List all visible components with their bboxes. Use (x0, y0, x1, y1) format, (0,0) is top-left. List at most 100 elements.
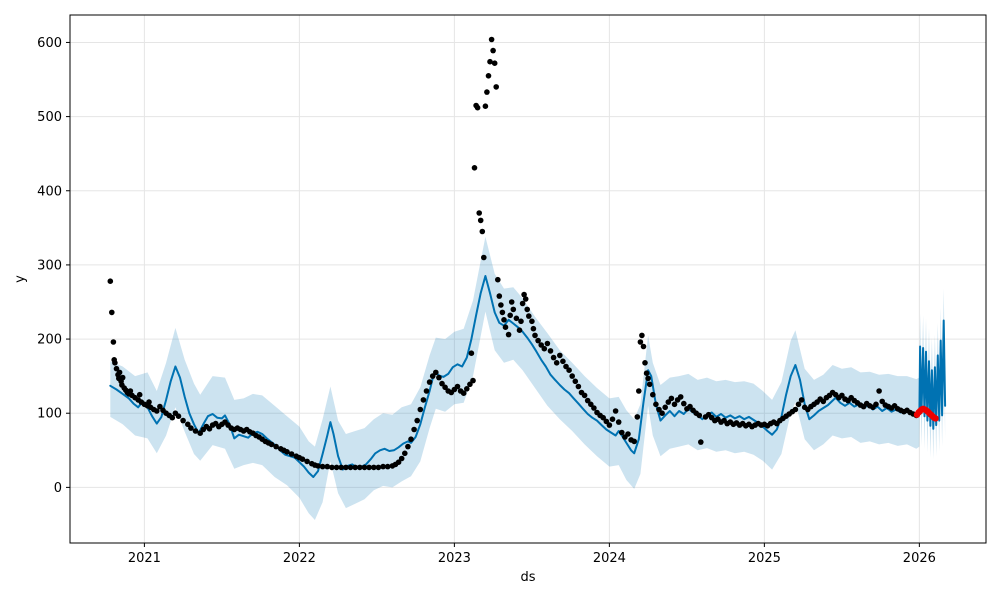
observed-points-dot (521, 291, 527, 298)
x-tick-label: 2025 (748, 551, 781, 566)
gridlines (70, 15, 986, 543)
x-tick-label: 2023 (438, 551, 471, 566)
observed-points-dot (547, 348, 554, 354)
y-tick-label: 400 (37, 184, 62, 199)
observed-points-dot (490, 47, 496, 54)
future-observed-points-dot (932, 415, 939, 422)
observed-points-dot (516, 327, 523, 334)
observed-points-dot (696, 412, 703, 419)
x-tick-label: 2026 (903, 551, 936, 566)
observed-points-dot (499, 309, 506, 316)
y-axis-label: y (13, 275, 28, 283)
observed-points-dot (603, 418, 610, 425)
observed-points-dot (284, 449, 290, 455)
observed-points-dot (518, 318, 524, 325)
observed-points-dot (157, 403, 163, 410)
y-tick-label: 0 (54, 481, 62, 496)
observed-points-dot (526, 313, 532, 319)
observed-points-dot (343, 464, 349, 471)
observed-points-dot (508, 299, 515, 305)
observed-points-dot (113, 365, 120, 372)
observed-points-dot (398, 455, 405, 462)
observed-points-dot (109, 309, 115, 316)
y-tick-label: 600 (37, 36, 62, 51)
observed-points-dot (493, 84, 500, 90)
observed-points-dot (329, 464, 335, 471)
observed-points-dot (498, 302, 504, 308)
observed-points-dot (273, 443, 279, 450)
observed-points-dot (612, 408, 619, 414)
observed-points-dot (357, 464, 363, 471)
observed-points-dot (820, 398, 827, 405)
observed-points-dot (496, 293, 503, 299)
observed-points-dot (671, 401, 678, 408)
observed-points-dot (347, 464, 354, 471)
observed-points-dot (366, 464, 372, 471)
observed-points-dot (563, 363, 569, 370)
observed-points-dot (557, 352, 563, 359)
observed-points-dot (606, 422, 613, 428)
observed-points-dot (460, 390, 467, 397)
observed-points-dot (197, 430, 203, 437)
observed-points-dot (420, 397, 427, 403)
observed-points-dot (495, 276, 501, 283)
observed-points-dot (338, 464, 345, 471)
observed-points-dot (643, 370, 650, 377)
axis-ticks: 2021 2022 2023 2024 2025 2026 0 100 200 300 400 500… (37, 36, 936, 566)
observed-points-dot (619, 429, 625, 436)
observed-points-dot (581, 392, 588, 399)
observed-points-dot (380, 463, 386, 470)
observed-points-dot (474, 104, 481, 111)
observed-points-dot (665, 399, 672, 405)
observed-points-dot (384, 463, 391, 470)
observed-points-dot (588, 401, 594, 408)
observed-points-dot (502, 324, 509, 331)
observed-points-dot (541, 345, 548, 352)
observed-points-dot (304, 458, 310, 465)
observed-points-dot (569, 373, 575, 379)
observed-points-dot (631, 438, 637, 445)
observed-points-dot (470, 377, 476, 384)
observed-points-dot (175, 413, 182, 420)
observed-points-dot (471, 165, 478, 171)
y-tick-label: 500 (37, 110, 62, 125)
observed-points-dot (637, 339, 644, 345)
observed-points-dot (645, 375, 651, 382)
observed-points-dot (467, 381, 473, 388)
observed-points-dot (426, 379, 433, 385)
observed-points-dot (116, 369, 123, 376)
observed-points-dot (154, 408, 160, 414)
observed-points-dot (361, 464, 368, 471)
observed-points-dot (180, 417, 186, 424)
observed-points-dot (792, 406, 799, 413)
observed-points-dot (873, 401, 879, 408)
observed-points-dot (572, 378, 579, 385)
uncertainty-band (110, 236, 946, 520)
observed-points-dot (333, 464, 340, 471)
x-tick-label: 2024 (593, 551, 626, 566)
future-observed-points (913, 405, 939, 422)
observed-points-dot (192, 428, 199, 434)
observed-points-dot (529, 318, 535, 325)
observed-points-dot (485, 73, 492, 79)
observed-points-dot (642, 360, 648, 366)
observed-points-dot (411, 426, 417, 433)
observed-points-dot (107, 278, 114, 285)
x-tick-label: 2021 (128, 551, 161, 566)
observed-points-dot (634, 414, 641, 420)
observed-points-dot (510, 306, 517, 313)
observed-points-dot (402, 450, 408, 457)
observed-points-dot (423, 388, 430, 394)
observed-points-dot (600, 414, 606, 421)
observed-points-dot (417, 406, 424, 413)
observed-points-dot (513, 315, 520, 322)
observed-points-dot (522, 296, 529, 302)
observed-points-dot (324, 463, 331, 470)
observed-points-dot (653, 401, 659, 408)
observed-points-dot (169, 414, 176, 421)
observed-points-dot (433, 369, 439, 376)
observed-points-dot (119, 374, 126, 381)
observed-points-dot (501, 317, 507, 323)
